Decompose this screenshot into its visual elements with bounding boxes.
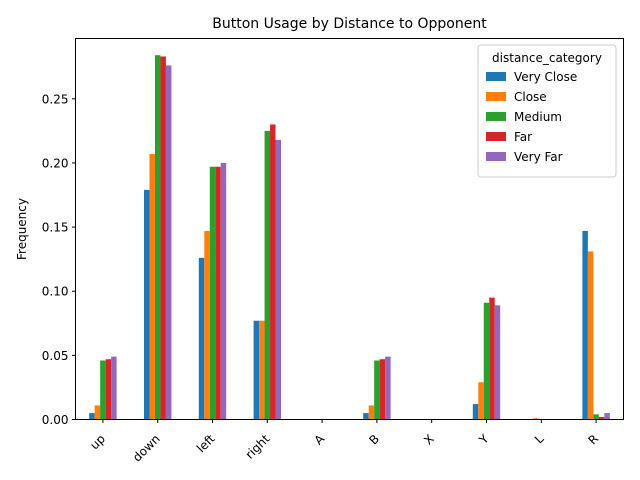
legend-swatch	[486, 132, 506, 141]
bar-very-close-B	[363, 413, 369, 420]
y-tick-label: 0.05	[42, 349, 69, 363]
bar-very-close-down	[144, 189, 150, 420]
bar-medium-R	[593, 414, 599, 420]
bar-far-R	[598, 416, 605, 420]
bar-medium-B	[374, 360, 380, 420]
bar-far-Y	[489, 297, 495, 420]
plot-frame	[75, 38, 624, 420]
bar-very-far-R	[604, 413, 610, 420]
legend-box	[477, 44, 617, 178]
bars-group	[89, 55, 610, 420]
bar-very-far-left	[220, 162, 227, 420]
x-tick-label: left	[194, 432, 218, 456]
bar-close-up	[94, 405, 101, 420]
legend-item-label: Close	[514, 90, 547, 104]
bar-very-far-B	[385, 356, 391, 420]
y-tick-label: 0.00	[42, 413, 69, 427]
bar-very-close-Y	[472, 404, 479, 420]
bar-very-close-up	[89, 413, 95, 420]
legend: distance_category Very Close Close Medium Fa…	[477, 44, 617, 178]
chart-title: Button Usage by Distance to Opponent	[212, 16, 487, 32]
bar-close-Y	[478, 382, 484, 420]
x-tick-label: R	[585, 432, 601, 448]
legend-swatch	[486, 152, 506, 161]
y-axis: 0.00 0.05 0.10 0.15 0.20 0.25	[42, 92, 76, 427]
y-tick-label: 0.10	[42, 285, 69, 299]
bar-far-B	[379, 359, 386, 420]
bar-medium-up	[100, 360, 106, 420]
y-tick-label: 0.25	[42, 92, 69, 106]
legend-title: distance_category	[492, 51, 602, 65]
x-tick-label: B	[366, 432, 382, 448]
x-tick-label: right	[243, 432, 273, 462]
legend-swatch	[486, 72, 506, 81]
bar-far-left	[215, 166, 221, 420]
x-tick-label: L	[532, 432, 547, 447]
bar-medium-Y	[483, 302, 490, 420]
bar-medium-down	[154, 55, 161, 420]
legend-item-label: Medium	[514, 110, 562, 124]
bar-medium-right	[264, 130, 271, 420]
x-tick-label: Y	[476, 431, 492, 447]
y-tick-label: 0.20	[42, 156, 69, 170]
bar-close-B	[368, 405, 375, 420]
x-axis: up down left right A B X Y L R	[87, 419, 601, 465]
bar-very-far-up	[111, 356, 117, 420]
bar-very-far-Y	[494, 305, 501, 420]
bar-very-close-left	[198, 257, 205, 420]
bar-very-far-down	[165, 65, 172, 420]
bar-very-far-right	[275, 139, 281, 420]
y-axis-label: Frequency	[15, 198, 29, 260]
legend-item-label: Very Far	[514, 150, 563, 164]
x-tick-label: A	[312, 431, 328, 447]
bar-very-close-R	[582, 230, 588, 420]
bar-far-right	[270, 124, 276, 420]
legend-swatch	[486, 92, 506, 101]
bar-medium-left	[209, 166, 216, 420]
bar-close-L	[533, 418, 539, 420]
legend-item-label: Very Close	[514, 70, 577, 84]
bar-very-close-right	[253, 320, 260, 420]
bar-far-down	[160, 56, 166, 420]
legend-swatch	[486, 112, 506, 121]
bar-close-down	[149, 153, 155, 420]
bar-close-left	[204, 230, 210, 420]
x-tick-label: X	[421, 432, 437, 448]
y-tick-label: 0.15	[42, 221, 69, 235]
legend-item-label: Far	[514, 130, 532, 144]
x-tick-label: up	[87, 432, 108, 453]
x-tick-label: down	[130, 432, 163, 465]
bar-close-right	[259, 320, 265, 420]
bar-close-R	[587, 251, 594, 420]
bar-far-up	[105, 359, 112, 420]
